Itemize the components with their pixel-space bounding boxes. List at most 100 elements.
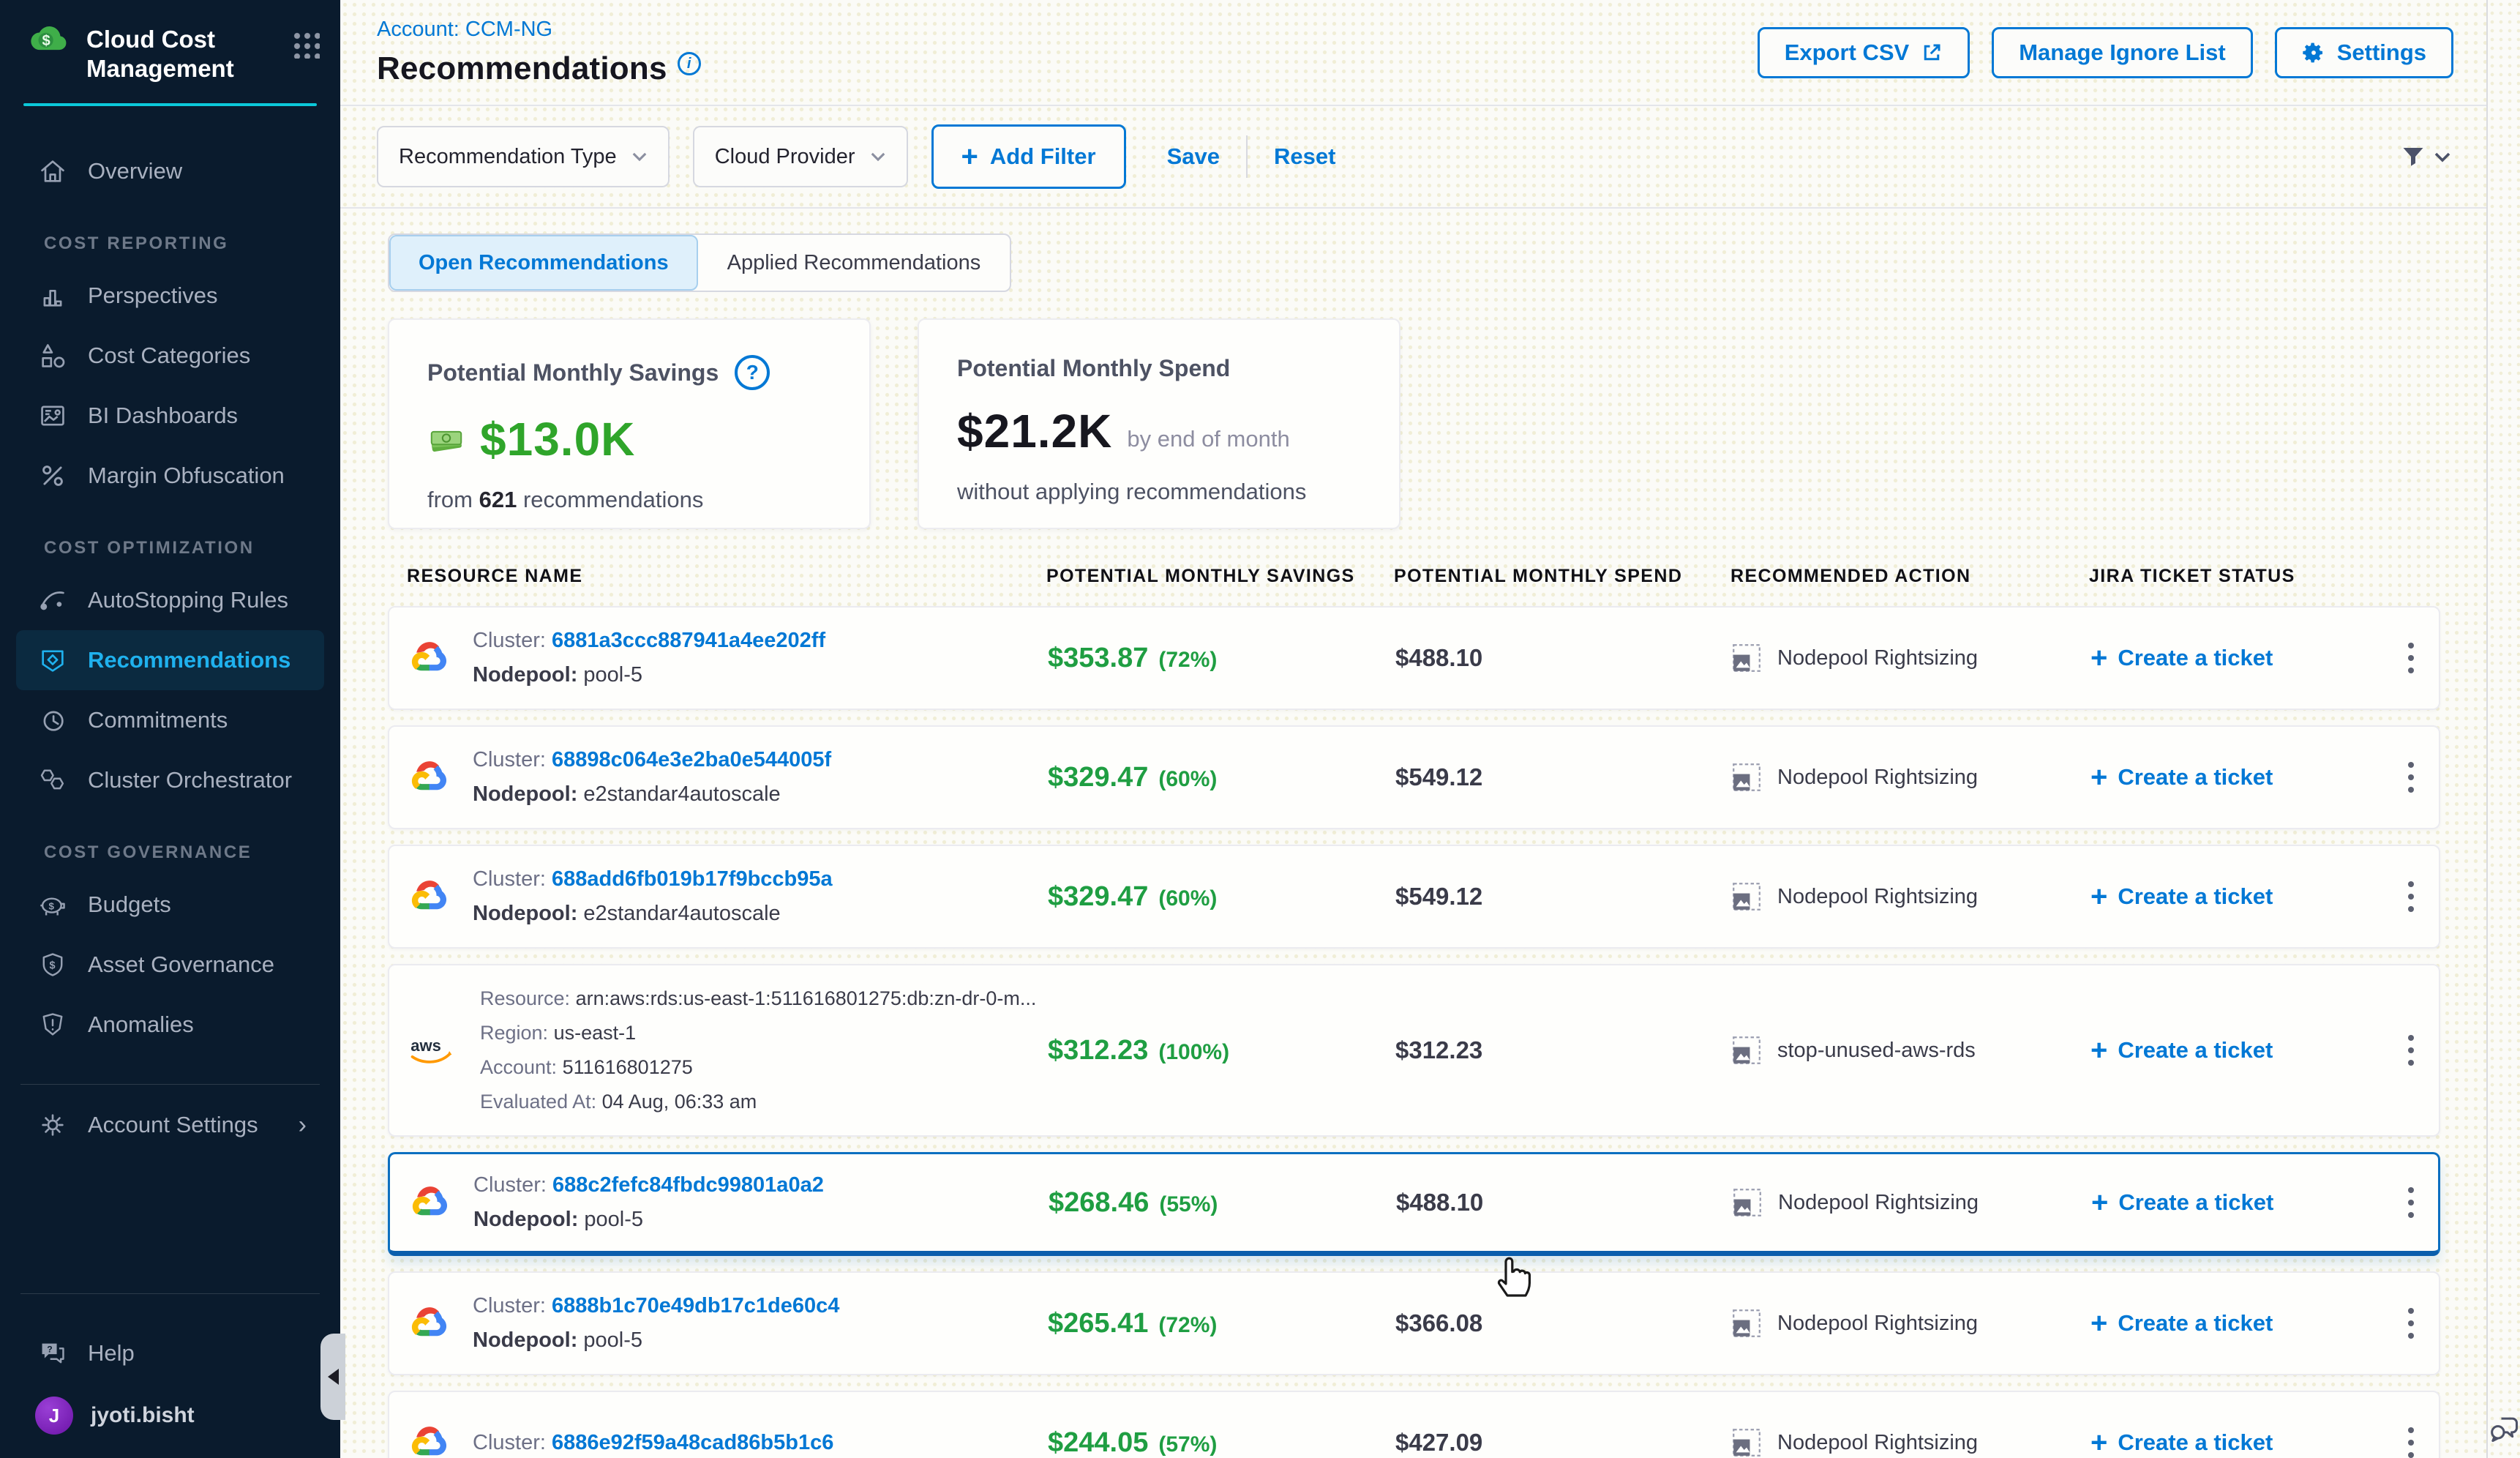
- external-link-icon: [1921, 42, 1943, 64]
- row-menu-button[interactable]: [2401, 1028, 2421, 1073]
- section-cost-optimization: COST OPTIMIZATION: [0, 506, 340, 570]
- row-menu-button[interactable]: [2401, 1180, 2421, 1225]
- help-chat-icon: ?: [38, 1339, 67, 1368]
- sidebar-item-cluster-orchestrator[interactable]: Cluster Orchestrator: [0, 750, 340, 810]
- table-row-selected[interactable]: Cluster: 688c2fefc84fbdc99801a0a2 Nodepo…: [388, 1152, 2440, 1256]
- cluster-id-link[interactable]: 688add6fb019b17f9bccb95a: [552, 867, 833, 891]
- sidebar: $ Cloud Cost Management Overview COST RE…: [0, 0, 340, 1458]
- sidebar-item-margin-obfuscation[interactable]: Margin Obfuscation: [0, 446, 340, 506]
- row-menu-button[interactable]: [2401, 635, 2421, 681]
- settings-button[interactable]: Settings: [2275, 27, 2453, 78]
- alert-shield-icon: [38, 1010, 67, 1039]
- row-menu-button[interactable]: [2401, 1301, 2421, 1346]
- create-ticket-button[interactable]: +Create a ticket: [2090, 1428, 2383, 1457]
- create-ticket-button[interactable]: +Create a ticket: [2090, 763, 2383, 792]
- support-chat-icon[interactable]: [2489, 1413, 2519, 1443]
- table-row[interactable]: Cluster: 68898c064e3e2ba0e544005f Nodepo…: [388, 725, 2440, 829]
- savings-value: $244.05: [1048, 1427, 1148, 1458]
- table-row[interactable]: Cluster: 688add6fb019b17f9bccb95a Nodepo…: [388, 845, 2440, 949]
- content-area: Open Recommendations Applied Recommendat…: [340, 209, 2520, 1458]
- tab-open-recommendations[interactable]: Open Recommendations: [389, 235, 698, 291]
- piggy-bank-icon: $: [38, 890, 67, 919]
- dashboard-image-icon: [38, 401, 67, 430]
- cluster-label: Cluster:: [473, 629, 546, 652]
- col-potential-monthly-savings: POTENTIAL MONTHLY SAVINGS: [1046, 566, 1394, 587]
- app-screen: $ Cloud Cost Management Overview COST RE…: [0, 0, 2520, 1458]
- nodepool-value: pool-5: [583, 1328, 642, 1352]
- page-title: Recommendations: [377, 51, 667, 87]
- nodepool-label: Nodepool:: [473, 902, 577, 925]
- row-menu-button[interactable]: [2401, 874, 2421, 919]
- aws-icon: aws: [408, 1035, 457, 1066]
- cluster-id-link[interactable]: 6881a3ccc887941a4ee202ff: [552, 629, 825, 652]
- sidebar-collapse-handle[interactable]: [320, 1334, 345, 1420]
- savings-card-title: Potential Monthly Savings: [427, 359, 719, 386]
- sidebar-item-recommendations[interactable]: Recommendations: [16, 630, 324, 690]
- recommendation-type-dropdown[interactable]: Recommendation Type: [377, 126, 670, 187]
- tab-applied-recommendations[interactable]: Applied Recommendations: [698, 235, 1010, 291]
- manage-ignore-list-button[interactable]: Manage Ignore List: [1992, 27, 2252, 78]
- recommended-action-value: Nodepool Rightsizing: [1777, 1312, 1978, 1336]
- rightsizing-icon: [1732, 1428, 1761, 1457]
- sidebar-item-anomalies[interactable]: Anomalies: [0, 995, 340, 1055]
- sidebar-item-perspectives[interactable]: Perspectives: [0, 266, 340, 326]
- sidebar-item-label: AutoStopping Rules: [88, 587, 288, 613]
- sidebar-item-overview[interactable]: Overview: [0, 141, 340, 201]
- create-ticket-button[interactable]: +Create a ticket: [2090, 643, 2383, 673]
- resource-value: arn:aws:rds:us-east-1:511616801275:db:zn…: [576, 987, 1037, 1009]
- cluster-id-link[interactable]: 6888b1c70e49db17c1de60c4: [552, 1294, 839, 1317]
- gear-icon: [38, 1110, 67, 1140]
- sidebar-item-account-settings[interactable]: Account Settings ›: [0, 1095, 340, 1155]
- reset-filter-button[interactable]: Reset: [1274, 143, 1335, 170]
- cluster-label: Cluster:: [473, 748, 546, 771]
- filter-panel-toggle[interactable]: [2400, 143, 2451, 170]
- savings-amount: $13.0K: [480, 412, 635, 466]
- sidebar-item-label: Asset Governance: [88, 952, 274, 978]
- col-resource-name: RESOURCE NAME: [407, 566, 1046, 587]
- table-row[interactable]: Cluster: 6886e92f59a48cad86b5b1c6 $244.0…: [388, 1391, 2440, 1458]
- table-row[interactable]: aws Resource: arn:aws:rds:us-east-1:5116…: [388, 964, 2440, 1137]
- rightsizing-icon: [1732, 882, 1761, 911]
- info-icon[interactable]: i: [678, 52, 701, 75]
- breadcrumb-account[interactable]: Account: CCM-NG: [377, 18, 701, 42]
- create-ticket-button[interactable]: + Create a ticket: [2091, 1188, 2384, 1217]
- sidebar-item-cost-categories[interactable]: Cost Categories: [0, 326, 340, 386]
- nodepool-label: Nodepool:: [473, 1208, 578, 1231]
- sidebar-item-budgets[interactable]: $ Budgets: [0, 875, 340, 935]
- create-ticket-button[interactable]: +Create a ticket: [2090, 1036, 2383, 1065]
- manage-ignore-list-label: Manage Ignore List: [2019, 40, 2225, 66]
- table-row[interactable]: Cluster: 6881a3ccc887941a4ee202ff Nodepo…: [388, 606, 2440, 710]
- cluster-id-link[interactable]: 6886e92f59a48cad86b5b1c6: [552, 1431, 833, 1454]
- create-ticket-button[interactable]: +Create a ticket: [2090, 1309, 2383, 1338]
- row-menu-button[interactable]: [2401, 755, 2421, 800]
- plus-icon: +: [2090, 1428, 2107, 1457]
- sidebar-item-label: Commitments: [88, 707, 228, 733]
- export-csv-button[interactable]: Export CSV: [1758, 27, 1970, 78]
- plus-icon: +: [2091, 1188, 2108, 1217]
- create-ticket-label: Create a ticket: [2118, 1189, 2273, 1216]
- savings-sub-suffix: recommendations: [523, 487, 703, 512]
- sidebar-item-asset-governance[interactable]: $ Asset Governance: [0, 935, 340, 995]
- sidebar-item-bi-dashboards[interactable]: BI Dashboards: [0, 386, 340, 446]
- savings-subtext: from 621 recommendations: [427, 487, 840, 513]
- row-menu-button[interactable]: [2401, 1420, 2421, 1458]
- sidebar-item-commitments[interactable]: Commitments: [0, 690, 340, 750]
- sidebar-item-autostopping-rules[interactable]: AutoStopping Rules: [0, 570, 340, 630]
- evaluated-at-value: 04 Aug, 06:33 am: [602, 1091, 757, 1113]
- table-row[interactable]: Cluster: 6888b1c70e49db17c1de60c4 Nodepo…: [388, 1271, 2440, 1375]
- plus-icon: +: [2090, 882, 2107, 911]
- app-grid-icon[interactable]: [290, 29, 320, 59]
- potential-monthly-spend-card: Potential Monthly Spend $21.2K by end of…: [918, 318, 1400, 529]
- save-filter-button[interactable]: Save: [1167, 143, 1220, 170]
- nodepool-label: Nodepool:: [473, 782, 577, 806]
- add-filter-button[interactable]: + Add Filter: [931, 124, 1126, 189]
- region-value: us-east-1: [554, 1022, 637, 1044]
- question-icon[interactable]: ?: [735, 355, 770, 390]
- sidebar-item-help[interactable]: ? Help: [0, 1323, 340, 1383]
- savings-value: $265.41: [1048, 1308, 1148, 1339]
- cloud-provider-dropdown[interactable]: Cloud Provider: [693, 126, 908, 187]
- cluster-id-link[interactable]: 688c2fefc84fbdc99801a0a2: [552, 1173, 824, 1197]
- create-ticket-button[interactable]: +Create a ticket: [2090, 882, 2383, 911]
- cluster-id-link[interactable]: 68898c064e3e2ba0e544005f: [552, 748, 831, 771]
- user-profile-row[interactable]: J jyoti.bisht: [0, 1383, 340, 1445]
